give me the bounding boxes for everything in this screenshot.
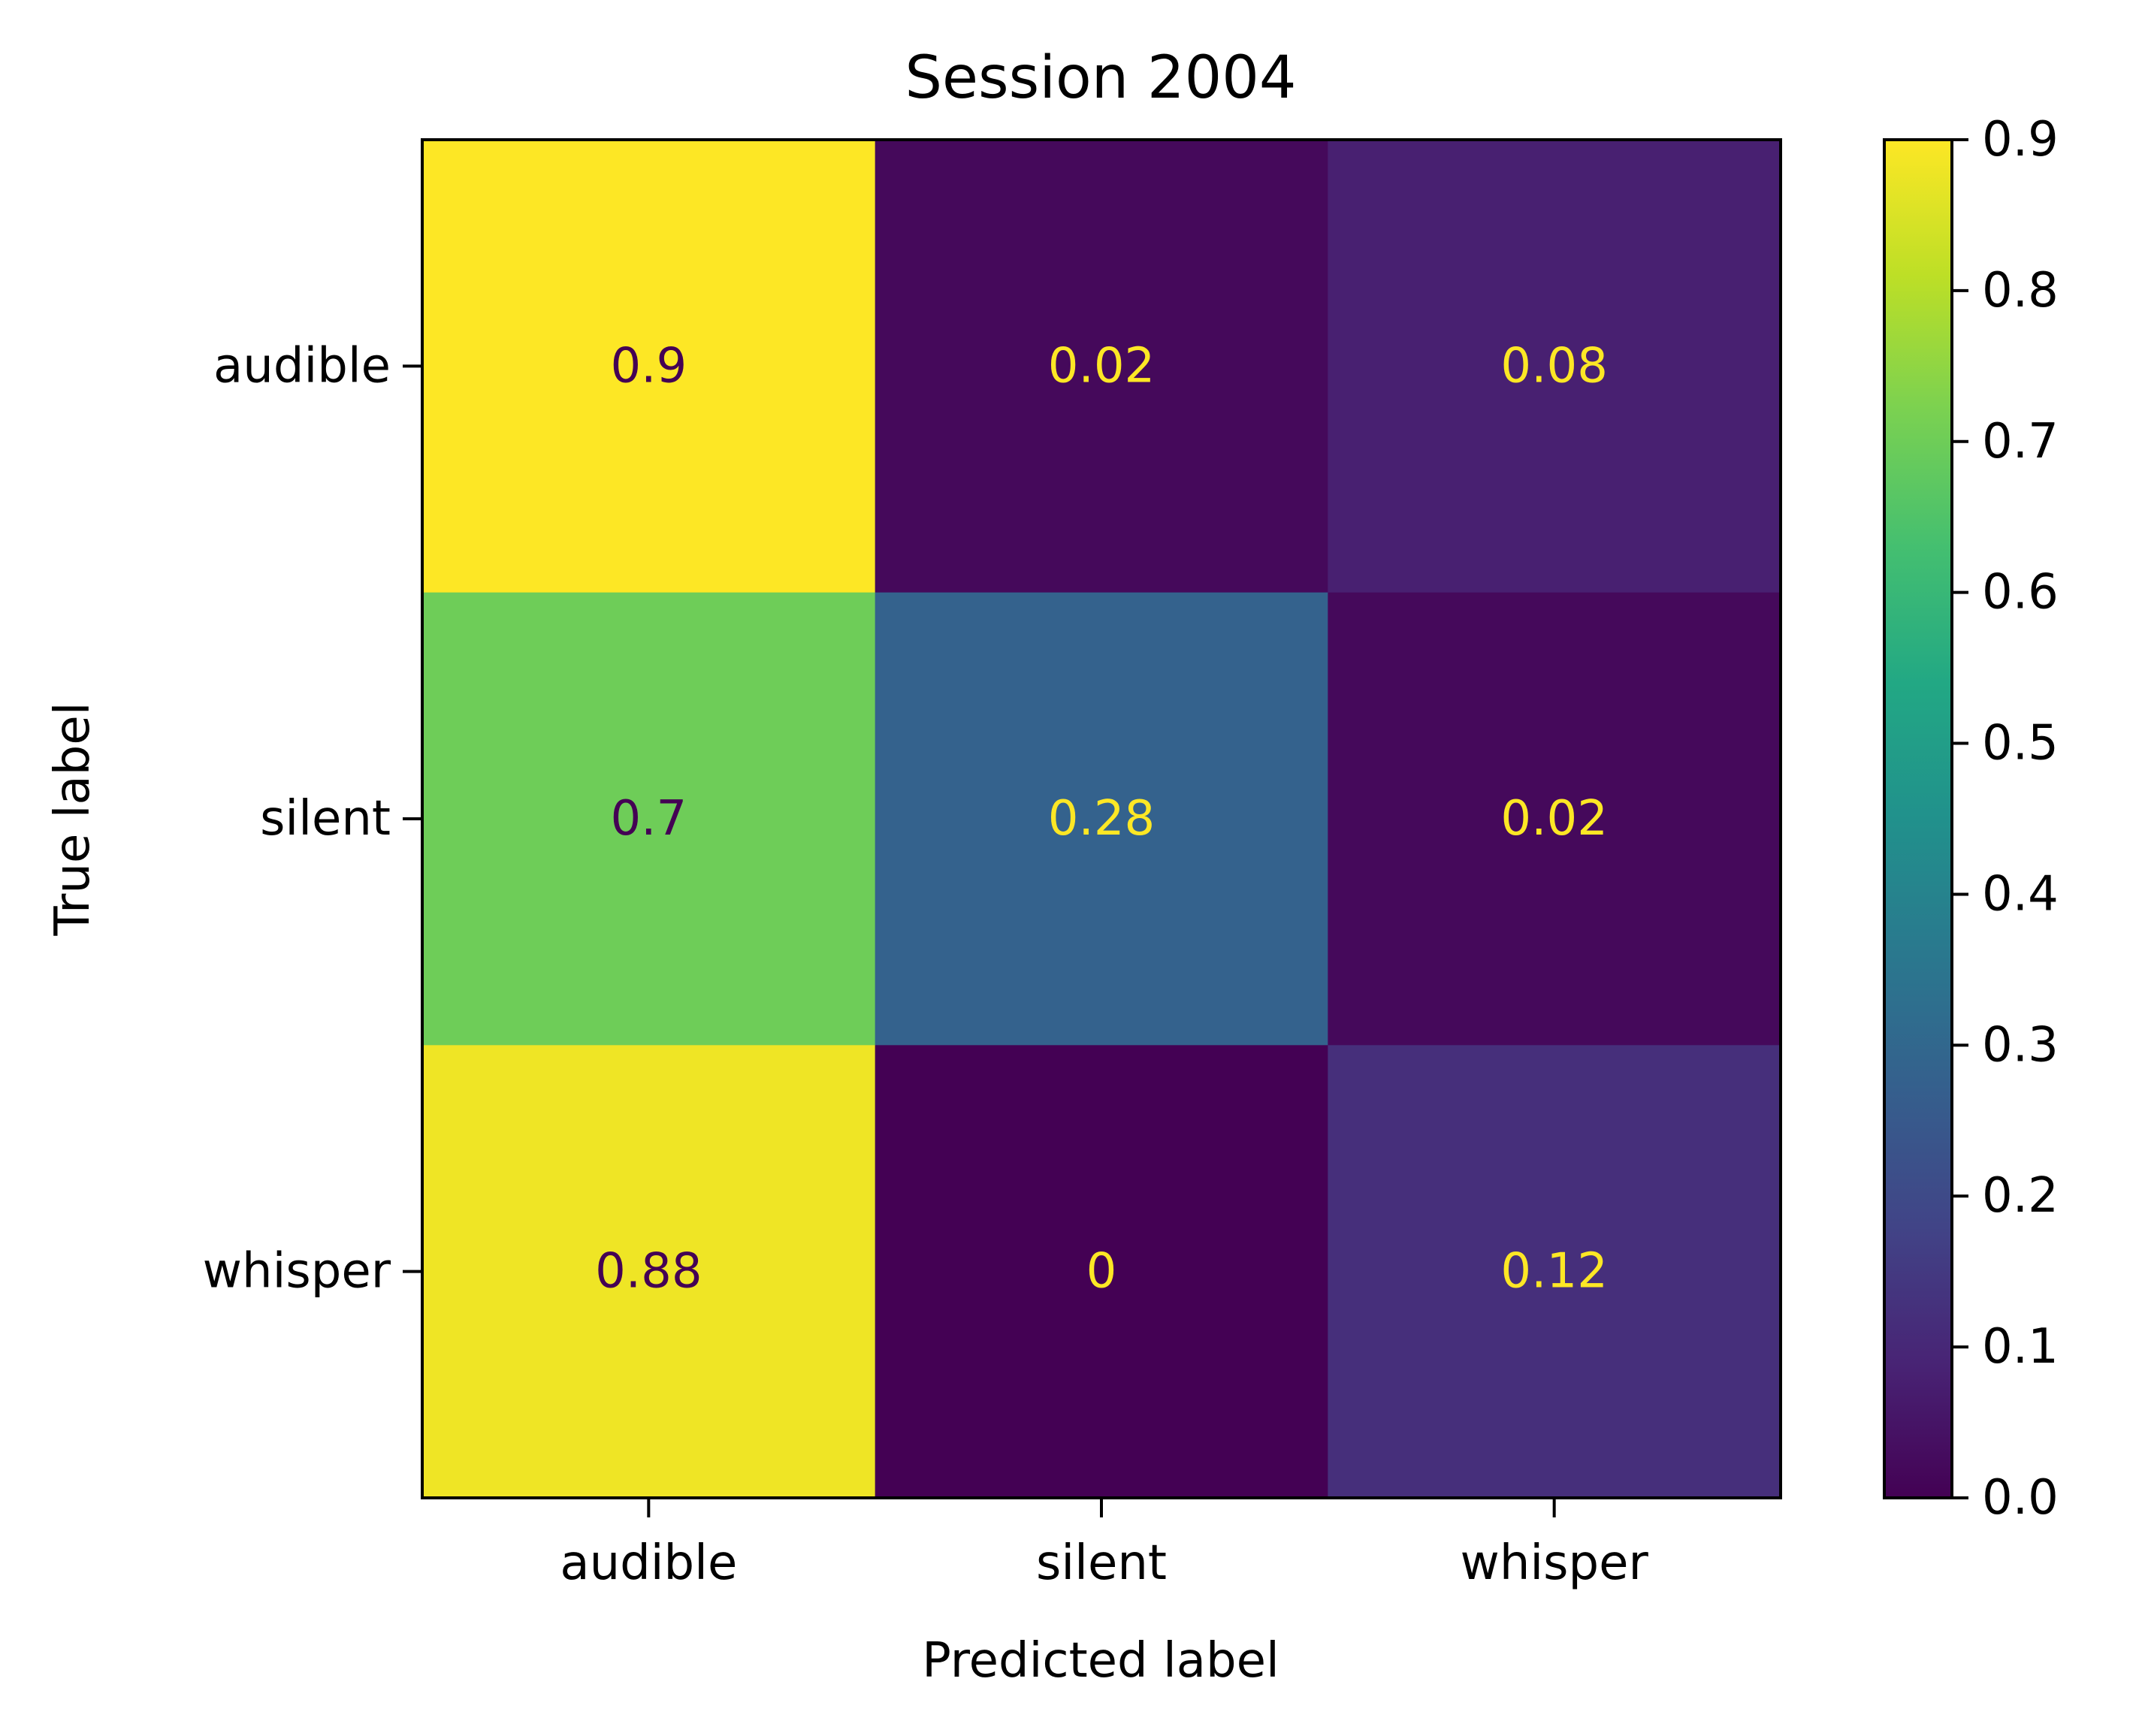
colorbar-tick-label: 0.9 <box>1982 112 2059 168</box>
x-tick-label: whisper <box>1460 1535 1648 1591</box>
chart-title: Session 2004 <box>905 44 1297 112</box>
heatmap-cell <box>1328 1045 1781 1499</box>
colorbar-tick-label: 0.5 <box>1982 716 2059 771</box>
colorbar-tick-label: 0.1 <box>1982 1319 2059 1375</box>
cell-value-label: 0.02 <box>1048 338 1156 394</box>
heatmap-cell <box>1328 592 1781 1046</box>
cell-value-label: 0.02 <box>1500 791 1608 847</box>
cell-value-label: 0.08 <box>1500 338 1608 394</box>
heatmap-cell <box>422 140 876 593</box>
cell-value-label: 0 <box>1086 1244 1117 1300</box>
colorbar-tick-label: 0.4 <box>1982 866 2059 922</box>
x-axis-ticks: audible silent whisper <box>560 1498 1649 1591</box>
heatmap-cells <box>422 140 1781 1499</box>
cell-value-label: 0.7 <box>610 791 687 847</box>
colorbar-tick-label: 0.8 <box>1982 263 2059 319</box>
colorbar-tick-label: 0.3 <box>1982 1017 2059 1073</box>
heatmap-cell <box>422 1045 876 1499</box>
cell-value-label: 0.12 <box>1500 1244 1608 1300</box>
y-tick-label: silent <box>260 791 391 847</box>
colorbar <box>1884 140 1952 1498</box>
colorbar-tick-label: 0.0 <box>1982 1470 2059 1526</box>
x-axis-label: Predicted label <box>922 1633 1279 1689</box>
y-tick-label: whisper <box>203 1244 391 1300</box>
colorbar-tick-label: 0.7 <box>1982 414 2059 469</box>
cell-value-labels: 0.9 0.02 0.08 0.7 0.28 0.02 0.88 0 0.12 <box>595 338 1608 1299</box>
colorbar-tick-label: 0.2 <box>1982 1168 2059 1224</box>
x-tick-label: audible <box>560 1535 737 1591</box>
heatmap-cell <box>875 592 1328 1046</box>
cell-value-label: 0.88 <box>595 1244 702 1300</box>
colorbar-ticks: 0.0 0.1 0.2 0.3 0.4 0.5 0.6 0.7 0.8 0.9 <box>1952 112 2059 1526</box>
cell-value-label: 0.28 <box>1048 791 1156 847</box>
colorbar-tick-label: 0.6 <box>1982 565 2059 620</box>
y-axis-ticks: audible silent whisper <box>203 338 422 1300</box>
colorbar-frame <box>1883 138 1953 1499</box>
heatmap-cell <box>875 140 1328 593</box>
heatmap-cell <box>1328 140 1781 593</box>
heatmap-cell <box>422 592 876 1046</box>
heatmap-cell <box>875 1045 1328 1499</box>
x-tick-label: silent <box>1036 1535 1167 1591</box>
y-axis-label: True label <box>45 702 101 936</box>
y-tick-label: audible <box>213 338 391 394</box>
cell-value-label: 0.9 <box>610 338 687 394</box>
